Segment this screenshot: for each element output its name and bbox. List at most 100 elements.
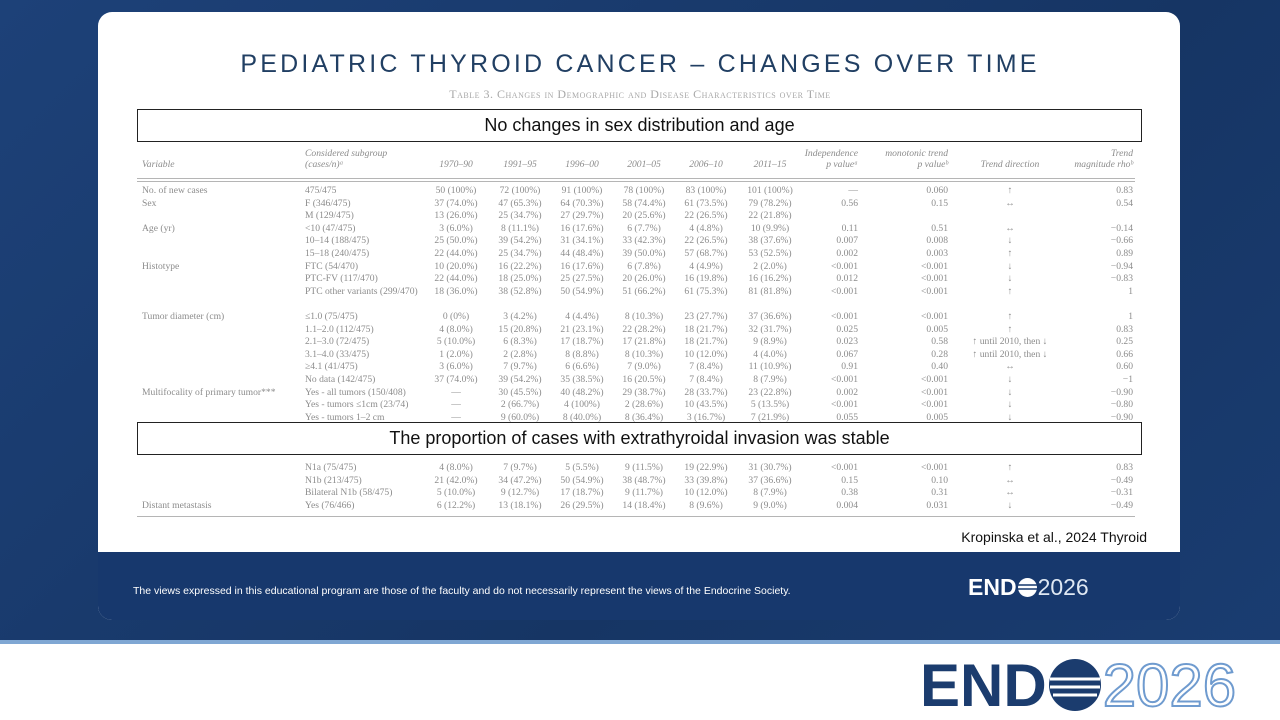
table-cell: 5 (10.0%) [436, 336, 476, 348]
table-cell: 28 (33.7%) [684, 386, 728, 398]
table-cell: 21 (23.1%) [560, 323, 604, 335]
table-cell: 16 (16.2%) [748, 273, 792, 285]
table-cell: 37 (74.0%) [434, 374, 478, 385]
table-cell: 39 (50.0%) [622, 248, 666, 259]
table-cell: No. of new cases [142, 185, 208, 196]
table-cell: 0.012 [836, 273, 858, 285]
header-cell: 1991–95 [503, 159, 537, 170]
table-cell: 0.003 [926, 248, 948, 259]
table-cell: 27 (29.7%) [560, 210, 604, 222]
table-cell: 475/475 [305, 185, 337, 196]
table-cell: −0.31 [1110, 487, 1133, 499]
table-cell: 25 (27.5%) [560, 273, 604, 285]
header-cell: Trend [1110, 148, 1133, 159]
table-cell: 0.005 [926, 411, 948, 423]
table-cell: 4 (100%) [564, 399, 600, 411]
table-cell: 51 (66.2%) [622, 285, 666, 297]
table-cell: 20 (25.6%) [622, 210, 666, 222]
table-cell: 6 (7.8%) [627, 260, 661, 272]
table-cell: 32 (31.7%) [748, 323, 792, 335]
table-cell: 0.83 [1116, 323, 1133, 335]
table-cell: 0.40 [931, 361, 948, 373]
table-cell: 8 (36.4%) [624, 411, 664, 423]
table-cell: −0.94 [1110, 260, 1133, 272]
table-cell: 15 (20.8%) [498, 323, 542, 335]
table-cell: PTC other variants (299/470) [305, 285, 418, 297]
table-cell: 0.002 [836, 248, 858, 259]
table-cell: ↓ [1007, 500, 1013, 511]
table-cell: 0.025 [836, 323, 858, 335]
table-cell: 6 (8.3%) [503, 336, 537, 348]
table-cell: ↑ [1007, 323, 1013, 335]
table-cell: ↑ [1007, 248, 1013, 259]
table-cell: ↓ [1007, 399, 1013, 411]
table-cell: 0.60 [1116, 361, 1133, 373]
table-cell: 10–14 (188/475) [305, 235, 370, 247]
table-cell: 0.31 [931, 487, 948, 499]
header-cell: 1996–00 [565, 159, 599, 170]
table-cell: <0.001 [831, 260, 858, 272]
table-cell: 17 (21.8%) [622, 336, 666, 348]
header-cell: monotonic trend [885, 148, 948, 159]
table-cell: <10 (47/475) [305, 222, 356, 234]
table-cell: 14 (18.4%) [622, 500, 666, 511]
logo-year: 2026 [1037, 574, 1089, 600]
table-cell: 1 (2.0%) [439, 348, 473, 360]
table-cell: 23 (22.8%) [748, 386, 792, 398]
table-cell: ↑ [1007, 285, 1013, 297]
footer-band [98, 552, 1180, 620]
table-cell: 25 (34.7%) [498, 248, 542, 259]
table-cell: 0.83 [1116, 462, 1133, 474]
table-cell: −0.83 [1110, 273, 1133, 285]
table-cell: 16 (19.8%) [684, 273, 728, 285]
table-cell: Tumor diameter (cm) [142, 311, 225, 322]
table-cell: 8 (10.3%) [624, 311, 664, 322]
table-cell: −0.66 [1110, 235, 1133, 247]
header-cell: 1970–90 [439, 159, 473, 170]
table-cell: 1 [1128, 311, 1133, 322]
table-cell: 8 (7.9%) [753, 487, 787, 499]
table-cell: <0.001 [921, 399, 948, 411]
table-cell: 0 (0%) [442, 311, 470, 322]
table-cell: 9 (11.7%) [624, 487, 664, 499]
table-cell: 0.10 [931, 474, 948, 486]
table-cell: ↓ [1007, 374, 1013, 385]
table-cell: 53 (52.5%) [748, 248, 792, 259]
table-cell: 0.83 [1116, 185, 1133, 196]
table-cell: 9 (12.7%) [500, 487, 540, 499]
table-cell: 0.008 [926, 235, 948, 247]
table-cell: Multifocality of primary tumor*** [142, 386, 276, 398]
table-cell: 5 (5.5%) [565, 462, 599, 474]
table-cell: 17 (18.7%) [560, 487, 604, 499]
table-cell: 8 (8.8%) [565, 348, 599, 360]
table-cell: 37 (74.0%) [434, 197, 478, 209]
table-cell: 22 (21.8%) [748, 210, 792, 222]
table-cell: ↓ [1007, 260, 1013, 272]
header-cell: Independence [804, 148, 858, 159]
table-cell: −0.49 [1110, 500, 1133, 511]
table-cell: 33 (42.3%) [622, 235, 666, 247]
table-cell: 10 (9.9%) [750, 222, 790, 234]
table-cell: 4 (8.0%) [439, 462, 473, 474]
table-cell: 83 (100%) [685, 185, 727, 196]
table-cell: 0.060 [926, 185, 948, 196]
table-cell: PTC-FV (117/470) [305, 273, 378, 285]
table-cell: 10 (12.0%) [684, 348, 728, 360]
table-cell: 29 (38.7%) [622, 386, 666, 398]
table-cell: 39 (54.2%) [498, 374, 542, 385]
table-cell: N1b (213/475) [305, 474, 362, 486]
header-cell: magnitude rhoᵇ [1074, 159, 1133, 170]
table-cell: M (129/475) [305, 210, 354, 222]
table-cell: <0.001 [921, 462, 948, 474]
table-cell: <0.001 [831, 462, 858, 474]
table-cell: 38 (48.7%) [622, 474, 666, 486]
table-cell: 16 (20.5%) [622, 374, 666, 385]
table-cell: 50 (54.9%) [560, 474, 604, 486]
table-cell: 0.28 [931, 348, 948, 360]
table-cell: 0.004 [836, 500, 858, 511]
table-cell: <0.001 [921, 260, 948, 272]
table-cell: 8 (11.1%) [500, 222, 540, 234]
table-cell: 18 (21.7%) [684, 336, 728, 348]
table-cell: 44 (48.4%) [560, 248, 604, 259]
table-cell: ↑ until 2010, then ↓ [972, 336, 1048, 348]
